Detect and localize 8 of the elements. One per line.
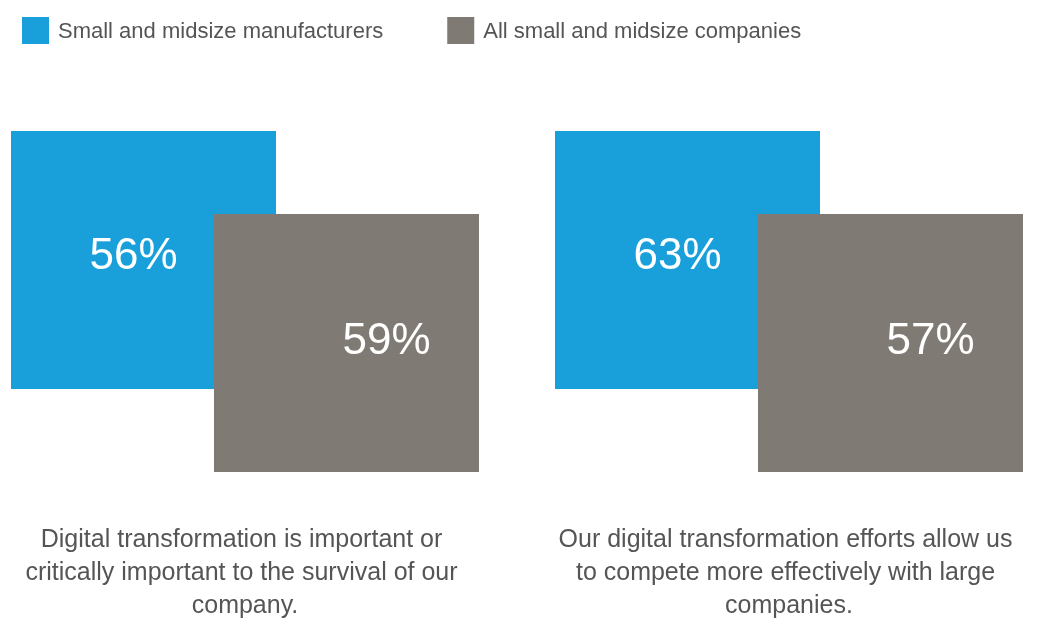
data-label: 57% — [886, 313, 975, 363]
category-label: Our digital transformation efforts allow us to compete more effectively with large companies. — [558, 523, 1020, 618]
data-label: 63% — [633, 228, 722, 278]
data-label: 59% — [342, 313, 431, 363]
category-label: Digital transformation is important or critically important to the survival of our company. — [25, 523, 465, 618]
legend-label: All small and midsize companies — [483, 18, 802, 43]
data-label: 56% — [89, 228, 178, 278]
legend-label: Small and midsize manufacturers — [58, 18, 384, 43]
